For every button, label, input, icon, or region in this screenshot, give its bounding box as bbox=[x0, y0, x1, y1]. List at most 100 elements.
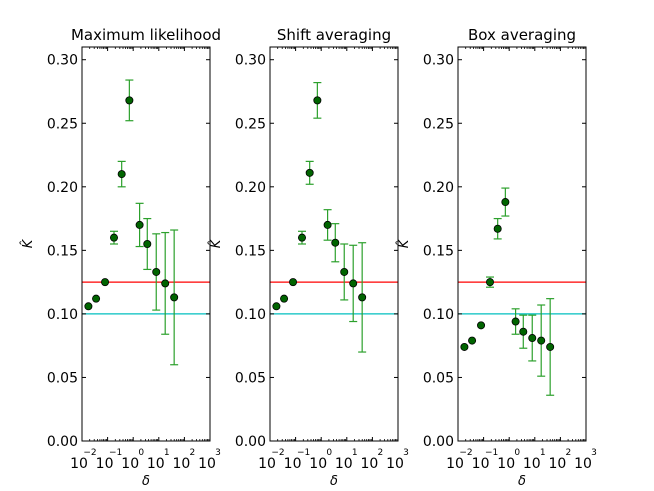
y-tick-label: 0.30 bbox=[423, 53, 454, 69]
x-tick-label: 10 bbox=[497, 456, 515, 472]
x-tick-label: 10 bbox=[574, 456, 592, 472]
x-tick-label: 10 bbox=[147, 456, 165, 472]
x-tick-label: 10 bbox=[309, 456, 327, 472]
x-tick-label: 10 bbox=[335, 456, 353, 472]
y-tick-label: 0.25 bbox=[423, 116, 454, 132]
data-point bbox=[511, 317, 520, 326]
x-axis-label: δ bbox=[518, 474, 526, 489]
data-point bbox=[101, 278, 110, 287]
data-point bbox=[92, 294, 101, 303]
data-point bbox=[493, 224, 502, 233]
x-tick-exponent: 2 bbox=[566, 448, 572, 458]
data-point bbox=[289, 278, 298, 287]
plot-frame bbox=[269, 46, 399, 442]
x-tick-exponent: 1 bbox=[164, 448, 170, 458]
data-point bbox=[537, 336, 546, 345]
data-point bbox=[125, 96, 134, 105]
data-point bbox=[331, 238, 340, 247]
plot-frame bbox=[457, 46, 587, 442]
data-point bbox=[152, 267, 161, 276]
data-point bbox=[272, 302, 281, 311]
data-point bbox=[110, 233, 119, 242]
x-tick-exponent: 3 bbox=[403, 448, 409, 458]
x-tick-exponent: 3 bbox=[215, 448, 221, 458]
panel-title: Box averaging bbox=[468, 26, 576, 44]
x-tick-label: 10 bbox=[386, 456, 404, 472]
data-point bbox=[313, 96, 322, 105]
y-tick-label: 0.00 bbox=[235, 434, 266, 450]
x-tick-label: 10 bbox=[96, 456, 114, 472]
data-point bbox=[117, 170, 126, 179]
panel-box-averaging: Box averaging δ K̂ 0.00 0.05 0.10 0.15 0.20 0… bbox=[397, 26, 597, 489]
data-point bbox=[468, 336, 477, 345]
y-tick-label: 0.20 bbox=[235, 180, 266, 196]
y-tick-label: 0.05 bbox=[235, 370, 266, 386]
data-point bbox=[170, 293, 179, 302]
data-point bbox=[84, 302, 93, 311]
data-point bbox=[477, 321, 486, 330]
x-tick-label: 10 bbox=[446, 456, 464, 472]
x-tick-exponent: 1 bbox=[352, 448, 358, 458]
y-tick-label: 0.05 bbox=[47, 370, 78, 386]
y-tick-label: 0.15 bbox=[235, 243, 266, 259]
y-axis-label: K̂ bbox=[397, 238, 412, 248]
x-tick-exponent: −1 bbox=[109, 448, 122, 458]
x-tick-exponent: 0 bbox=[514, 448, 520, 458]
x-tick-label: 10 bbox=[121, 456, 139, 472]
x-tick-label: 10 bbox=[472, 456, 490, 472]
y-tick-label: 0.05 bbox=[423, 370, 454, 386]
data-point bbox=[519, 327, 528, 336]
x-tick-exponent: 0 bbox=[326, 448, 332, 458]
panel-title: Maximum likelihood bbox=[71, 26, 221, 44]
y-tick-label: 0.30 bbox=[47, 53, 78, 69]
data-point bbox=[135, 220, 144, 229]
x-tick-exponent: −1 bbox=[485, 448, 498, 458]
y-tick-label: 0.25 bbox=[47, 116, 78, 132]
x-axis-label: δ bbox=[142, 474, 150, 489]
data-point bbox=[143, 239, 152, 248]
y-tick-label: 0.30 bbox=[235, 53, 266, 69]
y-tick-label: 0.15 bbox=[423, 243, 454, 259]
y-tick-label: 0.20 bbox=[47, 180, 78, 196]
data-point bbox=[358, 293, 367, 302]
panel-shift-averaging: Shift averaging δ K̂ 0.00 0.05 0.10 0.15 0.2… bbox=[209, 26, 409, 489]
x-tick-exponent: 3 bbox=[591, 448, 597, 458]
x-tick-exponent: −2 bbox=[271, 448, 284, 458]
data-point bbox=[501, 198, 510, 207]
data-point bbox=[485, 278, 494, 287]
y-tick-label: 0.25 bbox=[235, 116, 266, 132]
data-point bbox=[528, 334, 537, 343]
x-tick-exponent: 0 bbox=[138, 448, 144, 458]
x-tick-label: 10 bbox=[523, 456, 541, 472]
plot-frame bbox=[81, 46, 211, 442]
y-axis-label: K̂ bbox=[209, 238, 224, 248]
y-tick-label: 0.20 bbox=[423, 180, 454, 196]
y-tick-label: 0.10 bbox=[235, 307, 266, 323]
data-point bbox=[297, 233, 306, 242]
x-tick-exponent: −2 bbox=[83, 448, 96, 458]
x-tick-exponent: 1 bbox=[540, 448, 546, 458]
panel-title: Shift averaging bbox=[277, 26, 391, 44]
data-point bbox=[305, 168, 314, 177]
y-tick-label: 0.10 bbox=[47, 307, 78, 323]
data-point bbox=[323, 220, 332, 229]
data-point bbox=[349, 279, 358, 288]
x-tick-label: 10 bbox=[360, 456, 378, 472]
x-tick-label: 10 bbox=[548, 456, 566, 472]
y-tick-label: 0.00 bbox=[423, 434, 454, 450]
y-axis-label: K̂ bbox=[21, 238, 36, 248]
panel-maximum-likelihood: Maximum likelihood δ K̂ 0.00 0.05 0.10 0.15… bbox=[21, 26, 221, 489]
data-point bbox=[161, 279, 170, 288]
y-tick-label: 0.15 bbox=[47, 243, 78, 259]
y-tick-label: 0.00 bbox=[47, 434, 78, 450]
x-tick-label: 10 bbox=[172, 456, 190, 472]
y-tick-label: 0.10 bbox=[423, 307, 454, 323]
data-point bbox=[546, 342, 555, 351]
x-tick-exponent: 2 bbox=[378, 448, 384, 458]
data-point bbox=[460, 342, 469, 351]
data-point bbox=[340, 267, 349, 276]
x-tick-exponent: −1 bbox=[297, 448, 310, 458]
x-tick-exponent: 2 bbox=[190, 448, 196, 458]
x-tick-label: 10 bbox=[70, 456, 88, 472]
